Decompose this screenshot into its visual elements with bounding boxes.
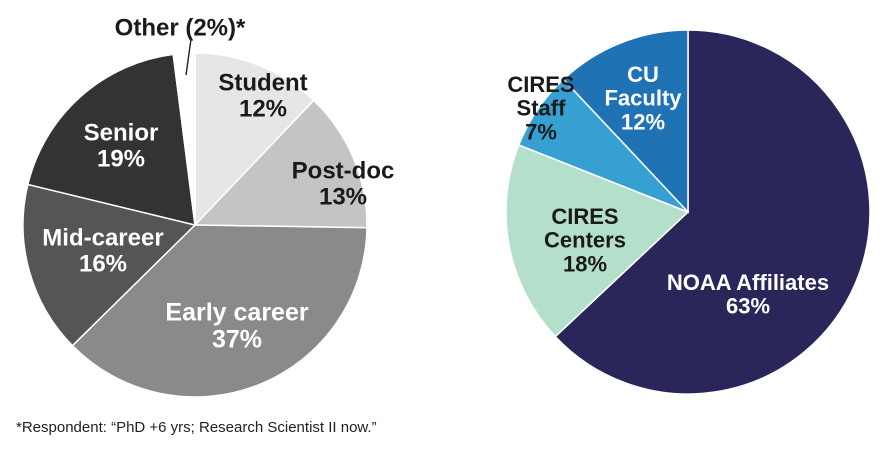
pie-slice-senior xyxy=(26,53,196,226)
slice-label-early-career: Early career 37% xyxy=(165,298,308,353)
footnote: *Respondent: “PhD +6 yrs; Research Scien… xyxy=(16,419,377,436)
pie-slice-noaa-affiliates xyxy=(554,29,871,395)
pie-slice-other-2 xyxy=(172,52,196,226)
slice-label-mid-career: Mid-career 16% xyxy=(42,224,163,277)
career-stage-pie: Student 12% Post-doc 13% Early career 37%Mid-… xyxy=(22,14,395,398)
slice-label-noaa-affiliates: NOAA Affiliates 63% xyxy=(667,270,829,319)
slice-label-cires-centers: CIRES Centers 18% xyxy=(544,204,626,277)
pie-slice-cires-centers xyxy=(505,144,690,338)
pie-slice-cu-faculty xyxy=(562,29,689,214)
pie-slice-post-doc xyxy=(193,99,368,229)
pie-charts: Student 12% Post-doc 13% Early career 37%Mid-… xyxy=(22,14,871,398)
affiliation-pie: NOAA Affiliates 63% CIRES Centers 18% CIRES St… xyxy=(505,29,871,395)
other-leader-line xyxy=(185,38,192,76)
slice-label-post-doc: Post-doc 13% xyxy=(292,157,395,210)
pie-slice-student xyxy=(194,52,315,227)
slice-label-cires-staff: CIRES Staff 7% xyxy=(507,72,574,145)
pie-slice-mid-career xyxy=(22,183,197,347)
pie-slice-early-career xyxy=(71,224,368,398)
slice-label-student: Student 12% xyxy=(218,69,307,122)
slice-label-cu-faculty: CU Faculty 12% xyxy=(604,62,682,135)
slice-label-senior: Senior 19% xyxy=(84,119,159,172)
slice-label-other-2: Other (2%)* xyxy=(115,14,246,41)
